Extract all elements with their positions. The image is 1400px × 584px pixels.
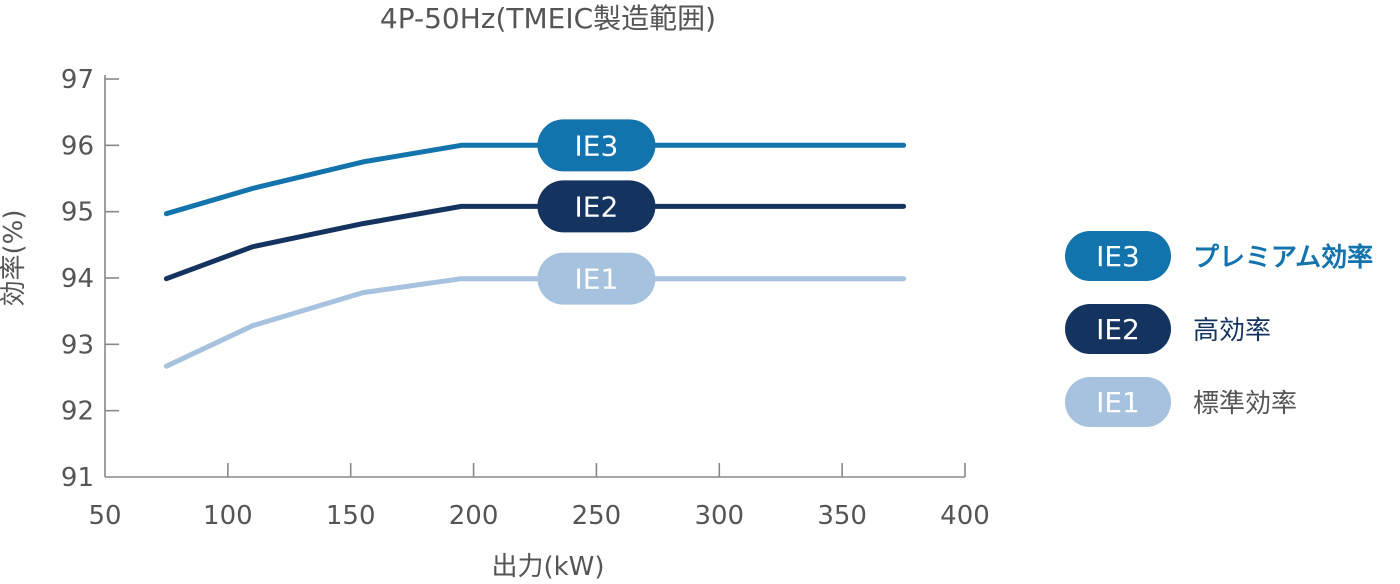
y-axis-label: 効率(%) (0, 210, 29, 307)
x-axis-label: 出力(kW) (491, 552, 604, 580)
series-badges: IE3 IE2 IE1 (537, 119, 656, 305)
legend-label-ie3: プレミアム効率 (1193, 242, 1373, 273)
legend-swatch-ie3 (1065, 231, 1171, 281)
x-tick-label: 100 (203, 501, 253, 531)
series-line-ie3 (163, 142, 907, 217)
series-line-ie2 (163, 203, 907, 282)
y-tick-label: 95 (61, 198, 94, 228)
legend-badge-label-ie2: IE2 (1096, 313, 1140, 346)
x-tick-label: 150 (326, 501, 376, 531)
badge-ie1 (537, 252, 656, 305)
x-tick-label: 250 (572, 501, 622, 531)
axes (104, 75, 966, 478)
badge-label-ie1: IE1 (575, 263, 619, 296)
y-tick-label: 97 (61, 65, 94, 95)
x-tick-label: 200 (449, 501, 499, 531)
legend-swatch-ie1 (1065, 377, 1171, 427)
badge-label-ie2: IE2 (575, 190, 619, 223)
y-tick-label: 93 (61, 330, 94, 360)
legend: IE3 プレミアム効率 IE2 高効率 IE1 標準効率 (1065, 231, 1373, 427)
legend-label-ie1: 標準効率 (1193, 389, 1297, 419)
y-tick-label: 96 (61, 131, 94, 161)
badge-label-ie3: IE3 (575, 129, 619, 162)
x-tick-label: 50 (88, 501, 121, 531)
legend-swatch-ie2 (1065, 304, 1171, 354)
y-tick-label: 94 (61, 264, 94, 294)
y-tick-label: 91 (61, 463, 94, 493)
x-tick-label: 400 (940, 501, 990, 531)
legend-badge-label-ie3: IE3 (1096, 240, 1140, 273)
badge-ie3 (537, 119, 656, 172)
x-tick-label: 300 (694, 501, 744, 531)
x-tick-label: 350 (817, 501, 867, 531)
legend-badge-label-ie1: IE1 (1096, 386, 1140, 419)
tick-labels: 50 100 150 200 250 300 350 400 91 92 93 94 95 96 97 (61, 65, 990, 531)
y-tick-label: 92 (61, 397, 94, 427)
series-line-ie1 (163, 276, 907, 369)
legend-label-ie2: 高効率 (1193, 316, 1271, 346)
series-lines (163, 142, 907, 369)
chart-title: 4P-50Hz(TMEIC製造範囲) (380, 2, 716, 35)
badge-ie2 (537, 180, 656, 233)
